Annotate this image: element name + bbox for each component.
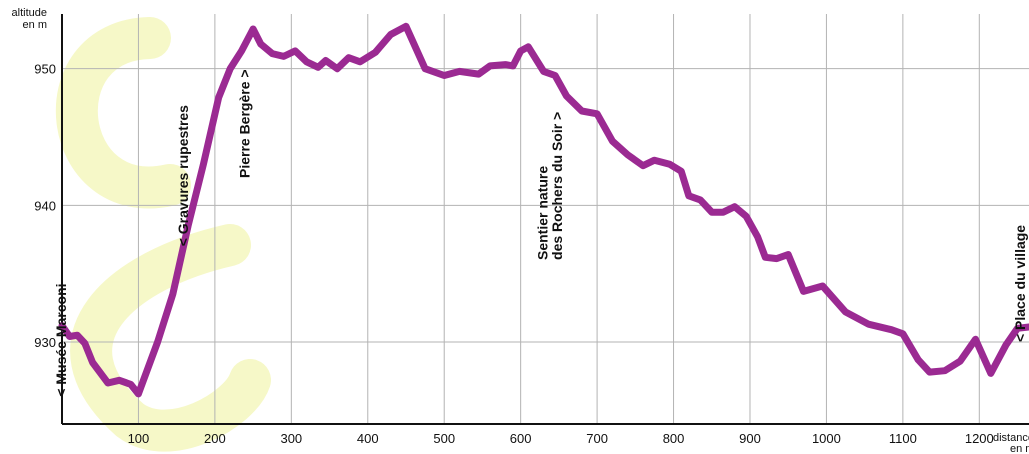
x-tick-label: 500 (433, 431, 455, 446)
altitude-line (58, 22, 1029, 398)
x-tick-labels: 100 200 300 400 500 600 700 800 900 1000 1100 1200 (128, 431, 994, 446)
watermark-logo (55, 17, 271, 452)
x-tick-label: 800 (663, 431, 685, 446)
annotation-label: < Place du village (1012, 225, 1028, 342)
x-tick-label: 700 (586, 431, 608, 446)
annotation-label: < Gravures rupestres (175, 105, 191, 246)
y-axis-label-line1: altitude (12, 7, 47, 19)
x-tick-label: 1100 (889, 431, 917, 446)
x-tick-label: 1200 (965, 431, 994, 446)
annotations: < Musée Marconi < Gravures rupestres Pierr… (53, 69, 1028, 396)
x-tick-label: 900 (739, 431, 761, 446)
y-tick-label: 930 (34, 335, 56, 350)
y-tick-label: 950 (34, 62, 56, 77)
y-axis-label-line2: en m (23, 19, 47, 31)
x-tick-label: 600 (510, 431, 532, 446)
annotation-label: Pierre Bergère > (236, 69, 252, 178)
annotation-label: des Rochers du Soir > (549, 112, 565, 260)
annotation-label: Sentier nature (534, 166, 550, 260)
y-tick-labels: 930 940 950 (34, 62, 56, 350)
x-tick-label: 1000 (812, 431, 841, 446)
x-tick-label: 400 (357, 431, 379, 446)
y-tick-label: 940 (34, 198, 56, 213)
x-axis-label-line2: en m (1010, 443, 1029, 454)
x-tick-label: 100 (128, 431, 150, 446)
x-tick-label: 200 (204, 431, 226, 446)
annotation-label: < Musée Marconi (53, 283, 69, 396)
x-tick-label: 300 (280, 431, 302, 446)
axes (61, 14, 1029, 425)
